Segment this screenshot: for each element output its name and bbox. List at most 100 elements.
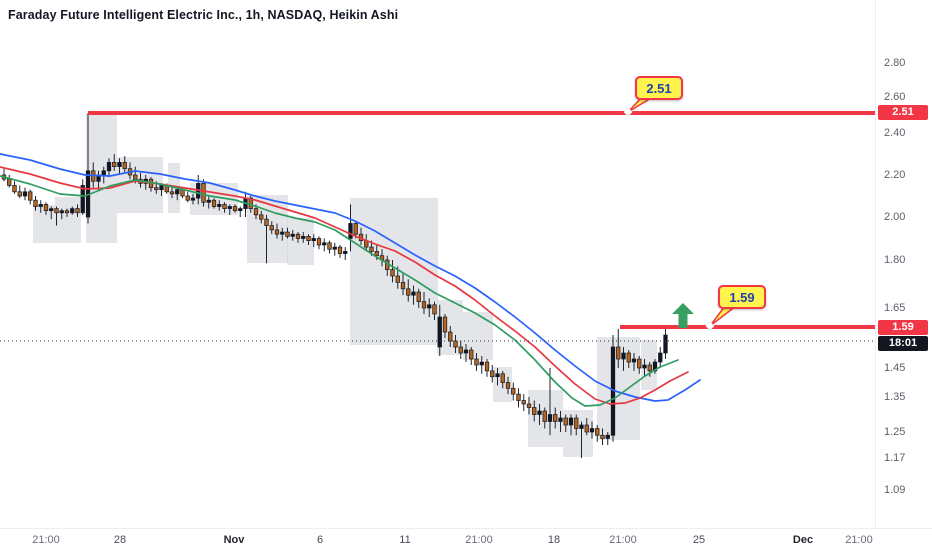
candle-down <box>154 187 159 191</box>
candle-down <box>553 414 558 422</box>
candle-up <box>621 352 626 360</box>
candle-down <box>285 231 290 237</box>
slow-ma-blue-line <box>0 153 701 402</box>
candle-up <box>642 364 647 369</box>
candle-down <box>17 191 22 197</box>
price-chart[interactable] <box>0 0 875 528</box>
candle-down <box>484 361 490 372</box>
candle-down <box>12 185 17 193</box>
candle-down <box>626 352 631 363</box>
candle-up <box>479 361 484 366</box>
time-tick-label: 6 <box>316 534 324 546</box>
session-highlight-box <box>563 410 593 457</box>
candle-down <box>295 233 301 239</box>
candle-down <box>253 208 259 216</box>
candle-down <box>448 331 453 342</box>
candle-up <box>22 191 28 197</box>
candle-up <box>238 208 243 212</box>
session-highlight-box <box>287 218 314 265</box>
candle-down <box>416 291 421 302</box>
candle-up <box>658 352 663 363</box>
candle-down <box>526 403 532 408</box>
fast-ma-green-line <box>0 175 679 407</box>
candle-down <box>64 210 70 214</box>
candle-down <box>600 434 605 439</box>
candle-down <box>274 229 280 235</box>
candle-down <box>264 218 269 226</box>
candle-up <box>117 162 122 167</box>
time-tick-label: 21:00 <box>32 534 60 546</box>
candle-down <box>521 400 526 405</box>
candle-up <box>106 162 112 172</box>
candle-up <box>631 358 637 363</box>
price-axis[interactable]: 2.51 1.59 18:01 2.80 2.60 2.40 2.20 2.00 1.80… <box>875 0 932 528</box>
time-axis[interactable]: 21:00 28 Nov 6 11 21:00 18 21:00 25 Dec 21:00 <box>0 528 932 550</box>
candle-down <box>43 204 49 212</box>
candle-down <box>369 246 374 252</box>
candle-up <box>59 210 64 214</box>
up-arrow-icon[interactable] <box>672 303 694 328</box>
price-tick-label: 1.80 <box>884 254 906 266</box>
candle-up <box>605 434 610 439</box>
candle-down <box>469 349 474 360</box>
candle-up <box>547 414 553 422</box>
candle-down <box>337 246 343 254</box>
candle-down <box>500 373 505 383</box>
session-highlight-box <box>33 205 55 243</box>
time-tick-label: 18 <box>547 534 561 546</box>
price-tick-label: 2.00 <box>884 211 906 223</box>
candle-up <box>80 185 85 214</box>
candle-down <box>474 358 479 366</box>
candle-down <box>432 304 437 315</box>
time-tick-label: 21:00 <box>465 534 493 546</box>
candle-up <box>101 170 106 176</box>
candle-up <box>217 204 222 207</box>
price-callout-1-59[interactable]: 1.59 <box>718 285 766 309</box>
candle-down <box>542 410 547 422</box>
callout-anchor-diamond[interactable] <box>623 107 633 117</box>
time-tick-label: 21:00 <box>845 534 873 546</box>
candle-up <box>589 428 595 433</box>
candle-up <box>311 238 316 242</box>
candle-down <box>490 370 495 378</box>
price-tick-label: 1.17 <box>884 452 906 464</box>
candle-up <box>159 185 164 191</box>
candle-down <box>169 191 175 195</box>
candle-down <box>563 417 568 426</box>
time-tick-label: 28 <box>113 534 127 546</box>
candle-up <box>70 208 75 214</box>
candle-up <box>427 304 432 309</box>
candle-down <box>647 364 652 372</box>
candle-down <box>511 387 516 395</box>
session-highlight-box <box>86 113 117 243</box>
candle-down <box>374 251 379 257</box>
candle-up <box>663 334 668 354</box>
price-callout-2-51[interactable]: 2.51 <box>635 76 683 100</box>
candle-down <box>458 346 463 354</box>
candle-down <box>532 407 537 415</box>
candle-down <box>400 282 406 290</box>
candle-up <box>558 417 563 422</box>
candle-down <box>616 346 621 360</box>
candle-down <box>395 275 400 283</box>
candle-down <box>390 269 395 277</box>
candle-up <box>579 424 584 429</box>
bar-countdown-label: 18:01 <box>878 336 928 351</box>
candle-down <box>353 223 358 235</box>
candle-down <box>259 214 264 220</box>
candle-down <box>185 195 190 201</box>
candle-up <box>322 242 327 246</box>
candle-down <box>112 162 117 167</box>
candle-down <box>316 238 322 246</box>
candle-down <box>28 191 33 201</box>
candle-up <box>568 417 574 426</box>
candle-down <box>637 358 642 369</box>
candle-down <box>505 382 511 389</box>
candle-up <box>437 316 442 348</box>
resistance-price-label-2-51: 2.51 <box>878 105 928 120</box>
candle-down <box>54 208 59 214</box>
time-tick-label: 11 <box>399 534 411 546</box>
price-tick-label: 2.40 <box>884 127 906 139</box>
callout-anchor-diamond[interactable] <box>705 321 715 331</box>
